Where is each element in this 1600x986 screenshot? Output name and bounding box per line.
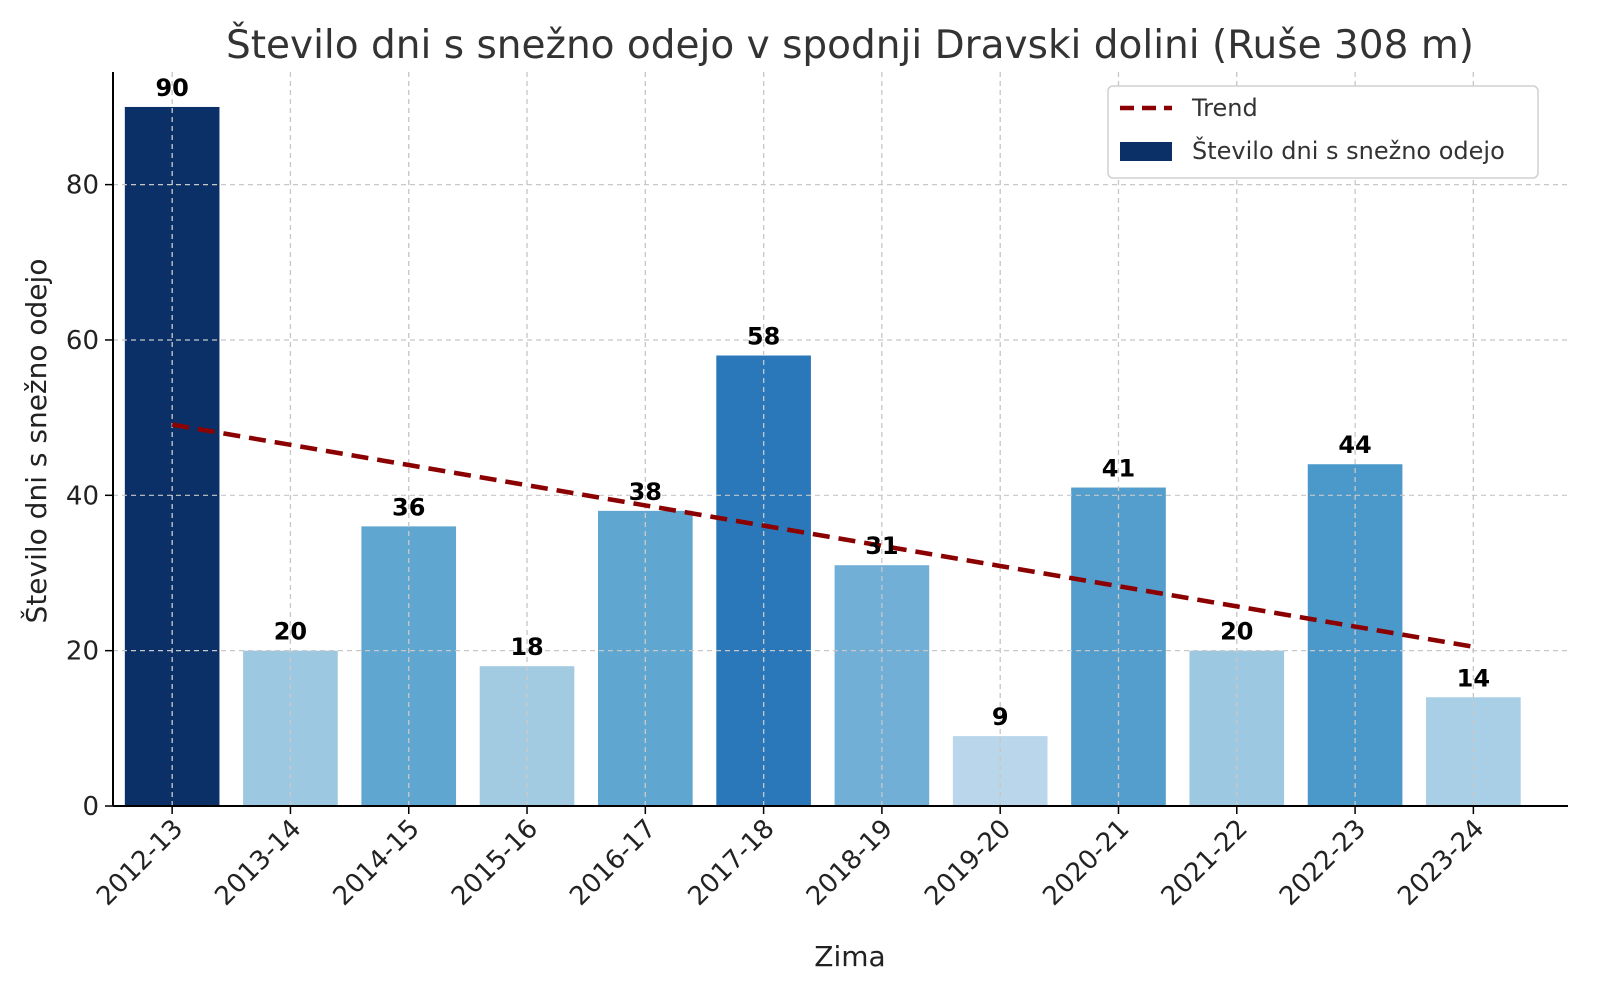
x-tick-label: 2021-22	[1156, 814, 1254, 912]
y-tick-label: 0	[82, 792, 99, 822]
bar-value-label: 41	[1102, 455, 1135, 483]
x-tick-label: 2014-15	[328, 814, 426, 912]
bar-value-label: 20	[1220, 618, 1253, 646]
y-tick-label: 20	[66, 637, 99, 667]
trend-line-layer	[171, 422, 1474, 649]
x-tick-label: 2018-19	[801, 814, 899, 912]
chart-title: Število dni s snežno odejo v spodnji Dra…	[226, 21, 1474, 68]
bar-value-label: 14	[1457, 664, 1490, 692]
bar	[479, 666, 575, 806]
data-labels: 90 20 36 18 38 58 31 9 41 20 44 14	[155, 74, 1490, 731]
bar-value-label: 44	[1338, 431, 1371, 459]
bar-value-label: 90	[155, 74, 188, 102]
legend: Trend Število dni s snežno odejo	[1107, 85, 1539, 179]
bar	[243, 650, 338, 806]
bar-value-label: 36	[392, 493, 425, 521]
y-tick-label: 40	[66, 481, 99, 511]
bars	[124, 106, 1521, 806]
bar	[124, 106, 220, 806]
bar-value-label: 58	[747, 323, 780, 351]
bar-value-label: 31	[865, 532, 898, 560]
legend-bar-swatch	[1120, 142, 1172, 161]
x-tick-label: 2016-17	[564, 814, 662, 912]
y-axis-label: Število dni s snežno odejo	[19, 259, 53, 624]
trend-line	[171, 422, 1474, 649]
legend-bar-label: Število dni s snežno odejo	[1192, 135, 1505, 165]
bar-value-label: 38	[629, 478, 662, 506]
y-tick-label: 80	[66, 171, 99, 201]
bar-value-label: 18	[510, 633, 543, 661]
y-tick-label: 60	[66, 326, 99, 356]
x-tick-label: 2023-24	[1392, 814, 1490, 912]
x-tick-label: 2020-21	[1037, 814, 1135, 912]
x-axis-label: Zima	[814, 940, 885, 973]
legend-box	[1107, 85, 1539, 179]
x-tick-label: 2012-13	[91, 814, 189, 912]
bar-value-label: 9	[992, 703, 1009, 731]
x-tick-label: 2022-23	[1274, 814, 1372, 912]
x-tick-label: 2019-20	[919, 814, 1017, 912]
x-tick-label: 2015-16	[446, 814, 544, 912]
bar	[1189, 650, 1285, 806]
x-tick-label: 2017-18	[683, 814, 781, 912]
bar-value-label: 20	[274, 618, 307, 646]
legend-trend-label: Trend	[1191, 94, 1258, 122]
x-tick-label: 2013-14	[209, 814, 307, 912]
